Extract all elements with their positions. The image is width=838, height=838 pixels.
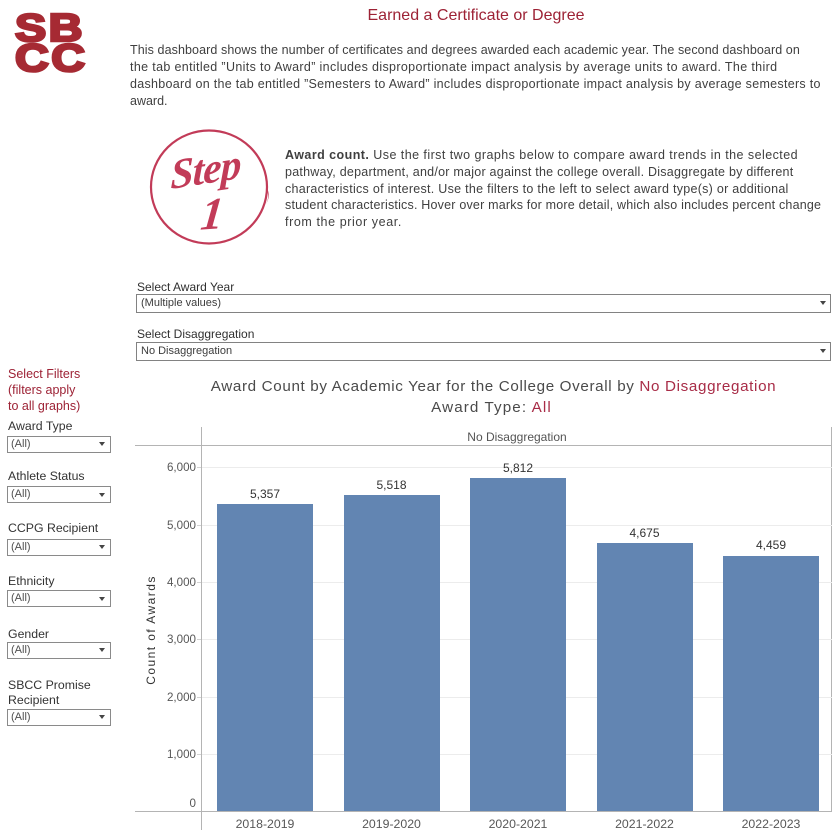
svg-text:1: 1 [199, 188, 227, 240]
svg-text:Step: Step [170, 141, 241, 199]
